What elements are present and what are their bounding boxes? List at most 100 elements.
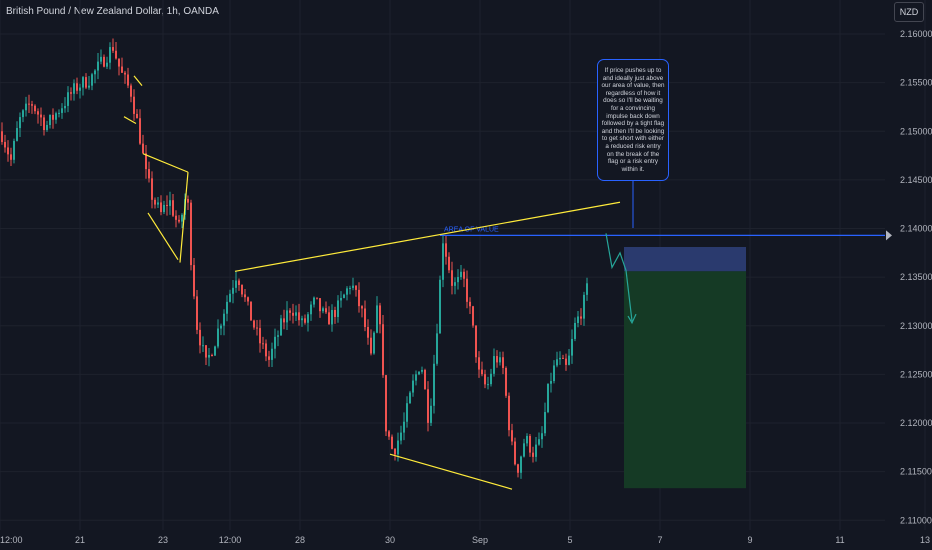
candle-body <box>13 140 15 160</box>
candle-body <box>445 243 447 257</box>
candle-body <box>76 83 78 91</box>
candle-body <box>79 87 81 91</box>
x-tick-label: 23 <box>158 535 168 545</box>
candle-body <box>121 66 123 73</box>
candle-body <box>49 114 51 125</box>
trendline <box>179 172 189 263</box>
candle-body <box>160 202 162 213</box>
candle-body <box>304 318 306 323</box>
candle-body <box>268 356 270 360</box>
candle-body <box>511 430 513 442</box>
candle-body <box>4 141 6 148</box>
candle-body <box>484 374 486 385</box>
candle-body <box>88 85 90 88</box>
candle-body <box>52 114 54 120</box>
candle-body <box>106 62 108 67</box>
candle-body <box>529 435 531 453</box>
candle-body <box>55 113 57 120</box>
axes: 2.16000 2.15500 2.15000 2.14500 2.14000 2.135… <box>0 29 932 545</box>
x-tick-label: 5 <box>567 535 572 545</box>
candle-body <box>322 308 324 312</box>
trendline <box>123 116 137 125</box>
candle-body <box>376 305 378 333</box>
trade-note[interactable]: If price pushes up to and ideally just a… <box>597 59 669 181</box>
candle-body <box>34 105 36 112</box>
candle-body <box>190 202 192 266</box>
candle-body <box>205 345 207 358</box>
candle-body <box>514 441 516 465</box>
candle-body <box>466 278 468 302</box>
trendline <box>234 201 621 272</box>
y-tick-label: 2.11000 <box>900 515 932 525</box>
candle-body <box>244 294 246 298</box>
candle-body <box>487 384 489 386</box>
candle-body <box>256 327 258 329</box>
candle-body <box>130 85 132 97</box>
x-tick-label: Sep <box>472 535 488 545</box>
candle-body <box>499 357 501 363</box>
candle-body <box>571 338 573 356</box>
candle-body <box>508 395 510 431</box>
candle-body <box>97 61 99 71</box>
candle-body <box>154 199 156 205</box>
candle-body <box>346 288 348 295</box>
candle-body <box>352 285 354 288</box>
candle-body <box>586 283 588 295</box>
candle-body <box>196 296 198 330</box>
candle-body <box>442 243 444 280</box>
candle-body <box>124 72 126 75</box>
candle-body <box>85 77 87 88</box>
x-tick-label: 9 <box>747 535 752 545</box>
candle-body <box>262 343 264 345</box>
candle-body <box>502 357 504 368</box>
trendline <box>133 75 143 86</box>
candle-body <box>373 332 375 354</box>
y-tick-label: 2.12500 <box>900 369 932 379</box>
x-tick-label: 11 <box>835 535 844 545</box>
candle-body <box>370 337 372 354</box>
candle-body <box>367 326 369 338</box>
candle-body <box>103 56 105 67</box>
candle-body <box>175 215 177 220</box>
candle-body <box>217 328 219 347</box>
candle-body <box>457 277 459 283</box>
candle-body <box>286 310 288 323</box>
candle-body <box>226 301 228 314</box>
candle-body <box>178 219 180 222</box>
candle-body <box>259 328 261 344</box>
trendline <box>147 212 179 260</box>
x-tick-label: 7 <box>657 535 662 545</box>
x-tick-label: 21 <box>75 535 85 545</box>
candle-body <box>403 421 405 433</box>
x-tick-label: 12:00 <box>0 535 23 545</box>
candle-body <box>565 358 567 365</box>
candle-body <box>481 369 483 375</box>
candle-body <box>277 335 279 337</box>
candle-body <box>520 456 522 473</box>
y-tick-label: 2.11500 <box>900 467 932 477</box>
candle-body <box>295 312 297 316</box>
y-tick-label: 2.15500 <box>900 78 932 88</box>
candle-body <box>412 380 414 393</box>
candle-body <box>475 325 477 358</box>
grid <box>0 0 926 530</box>
candle-body <box>436 333 438 364</box>
y-tick-label: 2.12000 <box>900 418 932 428</box>
candle-body <box>73 83 75 94</box>
candle-body <box>40 114 42 118</box>
currency-badge[interactable]: NZD <box>894 2 924 22</box>
candle-body <box>181 214 183 222</box>
candle-body <box>547 383 549 413</box>
candle-body <box>271 348 273 360</box>
candle-body <box>550 381 552 384</box>
candle-body <box>382 324 384 376</box>
candle-body <box>211 355 213 357</box>
candle-body <box>331 309 333 325</box>
candle-body <box>100 56 102 62</box>
candle-body <box>406 403 408 422</box>
candle-body <box>229 293 231 302</box>
candle-body <box>298 312 300 321</box>
candle-body <box>574 322 576 339</box>
candle-body <box>388 431 390 437</box>
